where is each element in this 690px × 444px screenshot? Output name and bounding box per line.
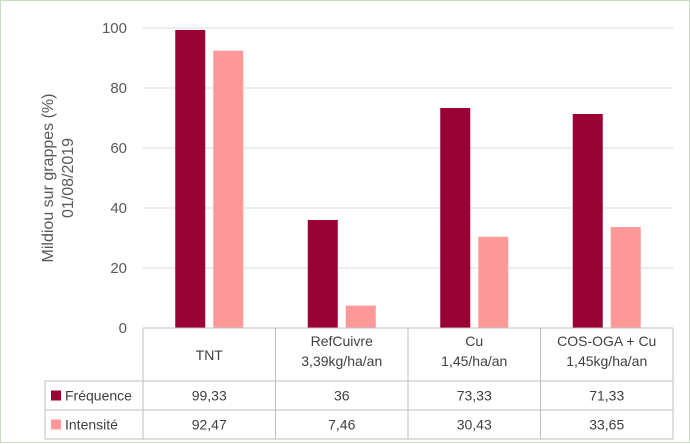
- y-tick-label: 0: [119, 320, 127, 337]
- x-category-label: 3,39kg/ha/an: [301, 353, 382, 369]
- x-category-label: RefCuivre: [311, 333, 373, 349]
- legend-key-intensite: [51, 419, 61, 430]
- y-tick-label: 100: [102, 20, 127, 37]
- y-tick-label: 60: [110, 140, 127, 157]
- table-cell-value: 7,46: [328, 417, 355, 433]
- y-tick-label: 40: [110, 200, 127, 217]
- bar-intensite: [213, 50, 244, 329]
- table-cell-value: 73,33: [457, 388, 492, 404]
- x-category-label: COS-OGA + Cu: [557, 333, 656, 349]
- y-axis-ticks: 0 20 40 60 80 100: [102, 20, 127, 337]
- y-tick-label: 20: [110, 260, 127, 277]
- x-category-label: TNT: [196, 347, 224, 363]
- x-category-label: 1,45kg/ha/an: [566, 353, 647, 369]
- table-cell-value: 30,43: [457, 417, 492, 433]
- bar-frequence: [440, 108, 471, 328]
- y-axis-label: Mildiou sur grappes (%) 01/08/2019: [40, 94, 77, 263]
- y-tick-label: 80: [110, 80, 127, 97]
- bar-frequence: [572, 114, 603, 328]
- bars: [175, 30, 641, 329]
- table-cell-value: 33,65: [589, 417, 624, 433]
- legend-label: Fréquence: [65, 388, 132, 404]
- y-axis-title-line: 01/08/2019: [60, 138, 77, 218]
- x-category-label: Cu: [465, 333, 483, 349]
- bar-intensite: [610, 227, 641, 328]
- bar-frequence: [307, 220, 338, 328]
- legend-label: Intensité: [65, 417, 118, 433]
- y-axis-title: Mildiou sur grappes (%) 01/08/2019: [40, 94, 77, 263]
- y-axis-title-line: Mildiou sur grappes (%): [40, 94, 57, 263]
- table-cell-value: 36: [334, 388, 350, 404]
- data-table: TNT RefCuivre 3,39kg/ha/an Cu 1,45/ha/an COS-…: [44, 327, 674, 440]
- x-category-label: 1,45/ha/an: [441, 353, 507, 369]
- bar-intensite: [345, 305, 376, 328]
- bar-frequence: [175, 30, 206, 328]
- bar-intensite: [478, 236, 509, 328]
- table-cell-value: 71,33: [589, 388, 624, 404]
- table-cell-value: 99,33: [192, 388, 227, 404]
- legend-key-frequence: [51, 390, 61, 401]
- table-cell-value: 92,47: [192, 417, 227, 433]
